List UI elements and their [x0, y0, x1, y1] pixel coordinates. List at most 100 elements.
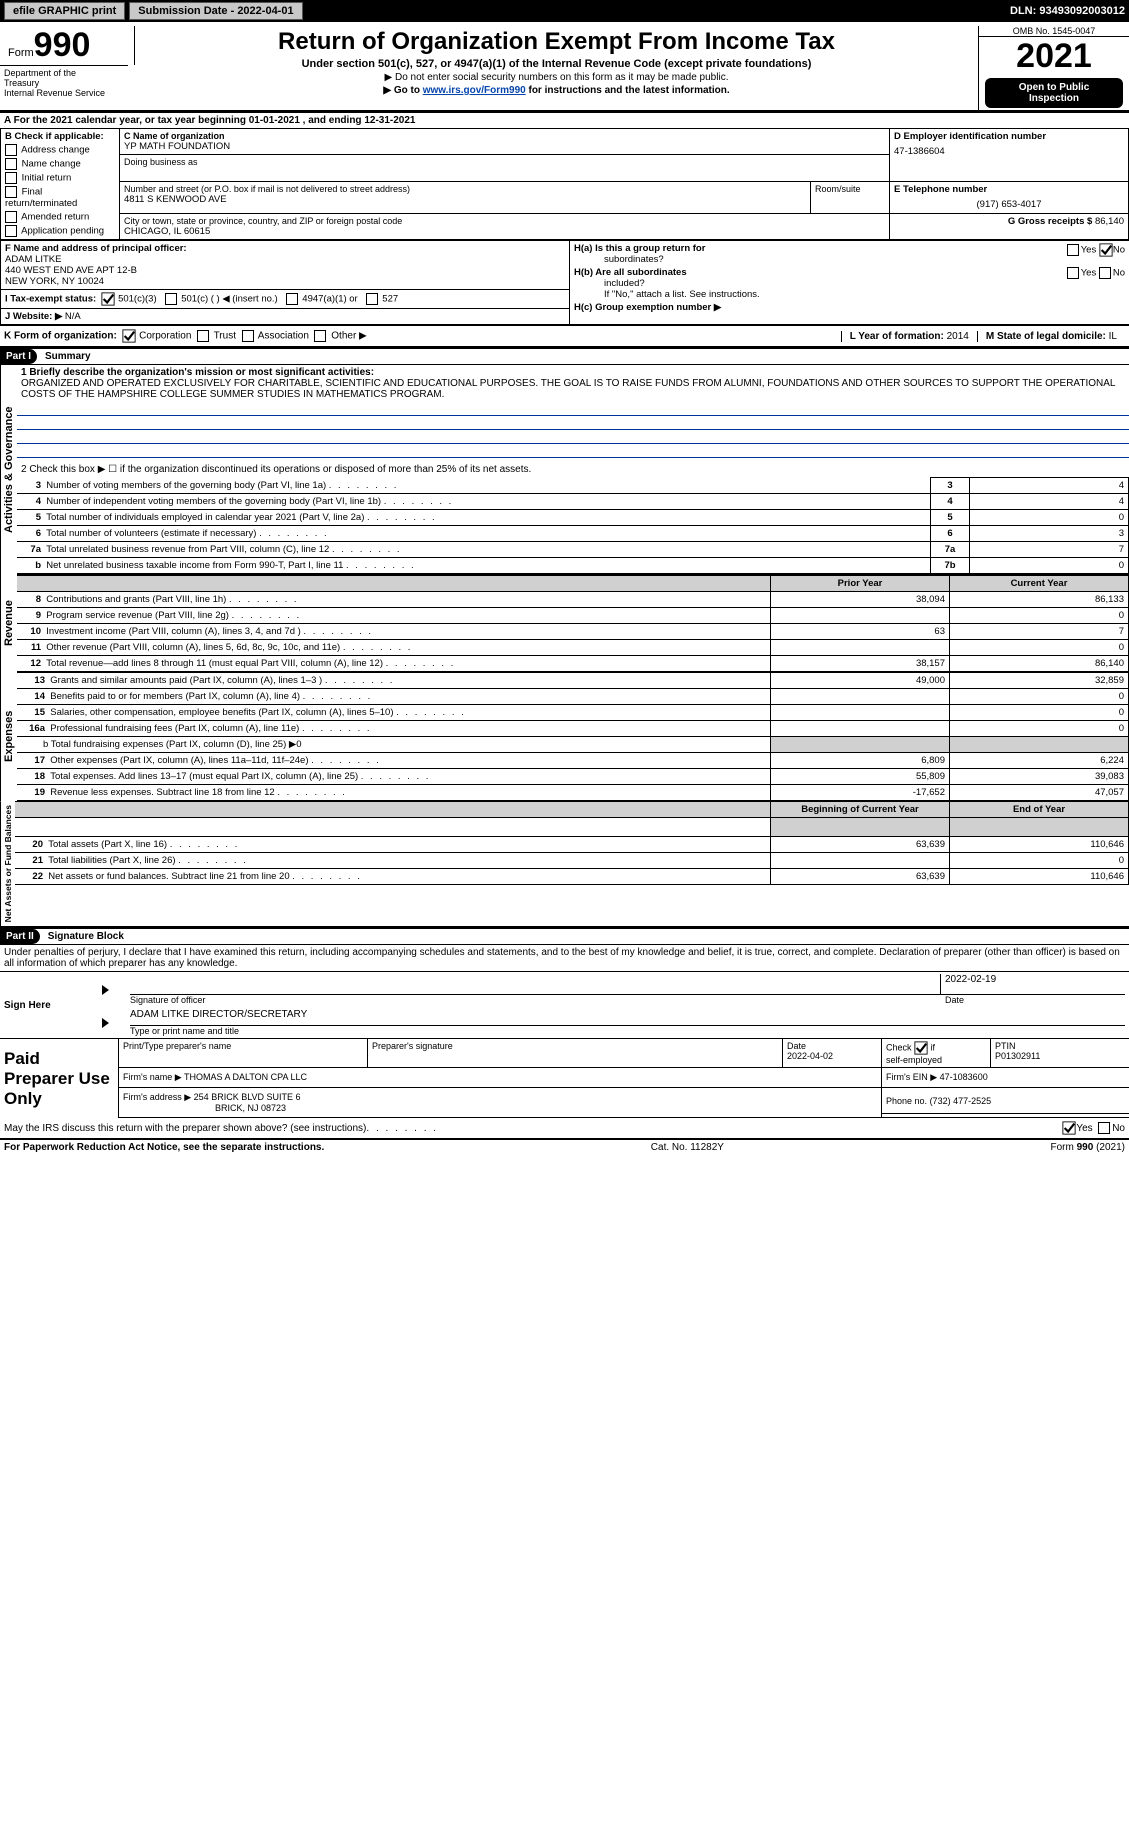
efile-graphic-btn[interactable]: efile GRAPHIC print: [4, 2, 125, 20]
triangle-icon: [102, 985, 109, 995]
firm-ein-l: Firm's EIN ▶: [886, 1072, 937, 1082]
ssn-warning: ▶ Do not enter social security numbers o…: [139, 72, 974, 83]
col-beginning: Beginning of Current Year: [771, 802, 950, 818]
h-ptin-val: P01302911: [995, 1051, 1125, 1061]
hb-no-checkbox[interactable]: [1099, 267, 1111, 279]
vert-activities-gov: Activities & Governance: [0, 365, 17, 574]
omb-no: OMB No. 1545-0047: [979, 26, 1129, 37]
paid-preparer-label: Paid Preparer Use Only: [0, 1039, 119, 1118]
k-other-checkbox[interactable]: [314, 330, 326, 342]
b-option[interactable]: Name change: [5, 158, 115, 170]
table-row: 9 Program service revenue (Part VIII, li…: [17, 608, 1129, 624]
table-row: 4 Number of independent voting members o…: [17, 494, 1129, 510]
discuss-row: May the IRS discuss this return with the…: [0, 1118, 1129, 1139]
triangle-icon: [102, 1018, 109, 1028]
officer-name: ADAM LITKE DIRECTOR/SECRETARY: [130, 1009, 1125, 1026]
gov-table: 3 Number of voting members of the govern…: [17, 477, 1129, 574]
footer-center: Cat. No. 11282Y: [651, 1142, 724, 1153]
main-title: Return of Organization Exempt From Incom…: [139, 28, 974, 56]
phone: (732) 477-2525: [930, 1096, 992, 1106]
h-sig: Preparer's signature: [368, 1039, 783, 1068]
table-row: 20 Total assets (Part X, line 16) 63,639…: [15, 837, 1129, 853]
table-row: 16a Professional fundraising fees (Part …: [17, 721, 1129, 737]
netassets-table: Beginning of Current Year End of Year 20…: [15, 801, 1129, 885]
phone-l: Phone no.: [886, 1096, 927, 1106]
checkmark-icon: [122, 329, 136, 343]
mission-blank-lines: [17, 402, 1129, 458]
box-c-dba: Doing business as: [120, 155, 890, 181]
h-ptin: PTIN: [995, 1041, 1125, 1051]
h-date-val: 2022-04-02: [787, 1051, 877, 1061]
hb-yes-checkbox[interactable]: [1067, 267, 1079, 279]
box-d: D Employer identification number 47-1386…: [890, 129, 1129, 182]
sign-here-block: Sign Here 2022-02-19 Signature of office…: [0, 972, 1129, 1038]
col-prior: Prior Year: [771, 575, 950, 592]
paid-preparer-block: Paid Preparer Use Only Print/Type prepar…: [0, 1038, 1129, 1118]
goto-line: ▶ Go to www.irs.gov/Form990 for instruct…: [139, 85, 974, 96]
footer-left: For Paperwork Reduction Act Notice, see …: [4, 1142, 324, 1153]
part1-body: Activities & Governance 1 Briefly descri…: [0, 365, 1129, 574]
type-name-label: Type or print name and title: [130, 1026, 1125, 1036]
q1-label: 1 Briefly describe the organization's mi…: [21, 367, 374, 378]
table-row: 17 Other expenses (Part IX, column (A), …: [17, 753, 1129, 769]
revenue-table: Prior Year Current Year 8 Contributions …: [17, 574, 1129, 672]
efile-topbar: efile GRAPHIC print Submission Date - 20…: [0, 0, 1129, 22]
line-a: A For the 2021 calendar year, or tax yea…: [0, 111, 1129, 128]
q2-line: 2 Check this box ▶ ☐ if the organization…: [17, 458, 1129, 477]
i-527-checkbox[interactable]: [366, 293, 378, 305]
box-c-room: Room/suite: [811, 181, 890, 213]
i-501c-checkbox[interactable]: [165, 293, 177, 305]
checkmark-icon: [1099, 243, 1113, 257]
netassets-section: Net Assets or Fund Balances Beginning of…: [0, 801, 1129, 927]
table-row: 3 Number of voting members of the govern…: [17, 478, 1129, 494]
vert-netassets: Net Assets or Fund Balances: [0, 801, 15, 926]
i-4947-checkbox[interactable]: [286, 293, 298, 305]
firm-ein: 47-1083600: [940, 1072, 988, 1082]
vert-revenue: Revenue: [0, 574, 17, 672]
line-j: J Website: ▶ N/A: [1, 309, 570, 325]
table-row: 13 Grants and similar amounts paid (Part…: [17, 673, 1129, 689]
table-row: 5 Total number of individuals employed i…: [17, 510, 1129, 526]
expenses-section: Expenses 13 Grants and similar amounts p…: [0, 672, 1129, 801]
table-row: b Net unrelated business taxable income …: [17, 558, 1129, 574]
submission-date-btn[interactable]: Submission Date - 2022-04-01: [129, 2, 302, 20]
f-h-grid: F Name and address of principal officer:…: [0, 240, 1129, 325]
row-16b: b Total fundraising expenses (Part IX, c…: [17, 737, 771, 753]
table-row: 7a Total unrelated business revenue from…: [17, 542, 1129, 558]
h-date: Date: [787, 1041, 877, 1051]
discuss-no-checkbox[interactable]: [1098, 1122, 1110, 1134]
irs-link[interactable]: www.irs.gov/Form990: [423, 85, 526, 96]
part1-header: Part I Summary: [0, 347, 1129, 365]
k-assoc-checkbox[interactable]: [242, 330, 254, 342]
b-option[interactable]: Application pending: [5, 225, 115, 237]
b-option[interactable]: Final return/terminated: [5, 186, 115, 209]
box-b: B Check if applicable: Address change Na…: [1, 129, 120, 240]
firm-addr1: 254 BRICK BLVD SUITE 6: [194, 1092, 301, 1102]
table-row: 11 Other revenue (Part VIII, column (A),…: [17, 640, 1129, 656]
tax-year: 2021: [979, 37, 1129, 76]
b-option[interactable]: Address change: [5, 144, 115, 156]
b-option[interactable]: Initial return: [5, 172, 115, 184]
firm-addr-l: Firm's address ▶: [123, 1092, 191, 1102]
sig-date-val: 2022-02-19: [940, 974, 1125, 994]
h-check: Check ifself-employed: [882, 1039, 991, 1068]
table-row: 21 Total liabilities (Part X, line 26) 0: [15, 853, 1129, 869]
header-grid: B Check if applicable: Address change Na…: [0, 128, 1129, 240]
h-print: Print/Type preparer's name: [123, 1041, 363, 1051]
q1-text: ORGANIZED AND OPERATED EXCLUSIVELY FOR C…: [21, 378, 1115, 400]
sig-officer-label: Signature of officer: [130, 995, 945, 1005]
year-block: OMB No. 1545-0047 2021 Open to Public In…: [978, 26, 1129, 110]
k-trust-checkbox[interactable]: [197, 330, 209, 342]
firm-name: THOMAS A DALTON CPA LLC: [184, 1072, 307, 1082]
table-row: 22 Net assets or fund balances. Subtract…: [15, 869, 1129, 885]
revenue-section: Revenue Prior Year Current Year 8 Contri…: [0, 574, 1129, 672]
box-h: H(a) Is this a group return for subordin…: [570, 241, 1129, 325]
table-row: 10 Investment income (Part VIII, column …: [17, 624, 1129, 640]
b-option[interactable]: Amended return: [5, 211, 115, 223]
box-c-city: City or town, state or province, country…: [120, 213, 890, 240]
box-c-street: Number and street (or P.O. box if mail i…: [120, 181, 811, 213]
firm-name-l: Firm's name ▶: [123, 1072, 182, 1082]
ha-yes-checkbox[interactable]: [1067, 244, 1079, 256]
expenses-table: 13 Grants and similar amounts paid (Part…: [17, 672, 1129, 801]
table-row: 14 Benefits paid to or for members (Part…: [17, 689, 1129, 705]
